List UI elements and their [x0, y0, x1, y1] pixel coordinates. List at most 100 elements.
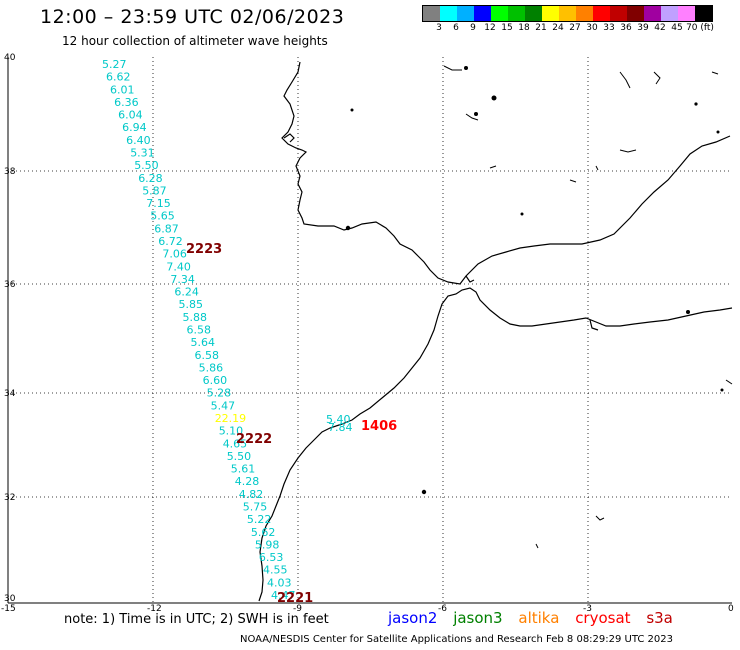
wave-height-label: 5.10: [219, 425, 244, 438]
color-scale-label: 70 (ft): [686, 23, 714, 33]
color-scale-label: 36: [620, 23, 632, 33]
wave-height-label: 6.87: [154, 222, 179, 235]
color-scale-swatch: [593, 6, 610, 21]
satellite-s3a: s3a: [646, 609, 673, 627]
color-scale-label: 6: [453, 23, 459, 33]
wave-height-label: 5.22: [247, 513, 272, 526]
color-scale-swatch: [423, 6, 440, 21]
wave-height-label: 7.15: [146, 197, 171, 210]
color-scale-label: 33: [603, 23, 615, 33]
satellite-legend: jason2 jason3 altika cryosat s3a: [388, 609, 684, 627]
pass-number-label: 2223: [186, 242, 222, 257]
color-scale-swatches: [422, 5, 713, 22]
lon-label: -9: [293, 604, 302, 614]
wave-height-label: 5.62: [251, 526, 276, 539]
color-scale-swatch: [627, 6, 644, 21]
color-scale-swatch: [474, 6, 491, 21]
pass-number-label: 2221: [277, 591, 313, 606]
islands: [345, 66, 724, 495]
color-scale-label: 18: [518, 23, 530, 33]
secondary-track: 5.40 7.84: [326, 413, 353, 434]
color-scale-swatch: [508, 6, 525, 21]
wave-height-label: 6.94: [122, 121, 147, 134]
lon-label: -15: [1, 604, 16, 614]
wave-height-label: 5.88: [183, 311, 208, 324]
wave-height-label: 6.58: [195, 349, 220, 362]
map-subtitle: 12 hour collection of altimeter wave hei…: [62, 34, 328, 48]
lat-label: 40: [4, 53, 16, 63]
wave-height-label: 6.40: [126, 134, 151, 147]
wave-height-label: 6.60: [203, 374, 228, 387]
graticule: [8, 57, 732, 603]
wave-height-label: 6.36: [114, 96, 139, 109]
color-scale-label: 42: [654, 23, 666, 33]
wave-height-label: 4.55: [263, 564, 288, 577]
color-scale-label: 3: [436, 23, 442, 33]
color-scale-label: 30: [586, 23, 598, 33]
wave-height-label: 5.98: [255, 538, 280, 551]
wave-height-label: 6.24: [174, 286, 199, 299]
color-scale-swatch: [457, 6, 474, 21]
color-scale-label: 24: [552, 23, 564, 33]
color-scale-label: 45: [671, 23, 683, 33]
wave-height-label: 5.65: [150, 210, 175, 223]
wave-height-label: 4.65: [223, 437, 248, 450]
color-scale-swatch: [576, 6, 593, 21]
color-scale-swatch: [525, 6, 542, 21]
wave-height-color-scale: 3 6 9 12 15 18 21 24 27 30 33 36 39 42 45 70 (ft): [422, 5, 714, 36]
wave-height-label: 5.27: [102, 58, 127, 71]
wave-height-label: 5.75: [243, 501, 267, 514]
satellite-jason2: jason2: [388, 609, 438, 627]
color-scale-label: 15: [501, 23, 513, 33]
map-title: 12:00 – 23:59 UTC 02/06/2023: [40, 6, 345, 28]
lon-label: -12: [147, 604, 162, 614]
wave-height-label: 5.28: [207, 387, 232, 400]
color-scale-swatch: [491, 6, 508, 21]
color-scale-labels: 3 6 9 12 15 18 21 24 27 30 33 36 39 42 45 70 (ft): [422, 22, 714, 36]
coastline: [258, 61, 733, 602]
note-text: note: 1) Time is in UTC; 2) SWH is in fe…: [64, 612, 329, 627]
wave-height-label: 6.72: [158, 235, 183, 248]
wave-height-label: 6.53: [259, 551, 284, 564]
color-scale-swatch: [559, 6, 576, 21]
color-scale-label: 12: [484, 23, 496, 33]
wave-height-label: 5.31: [130, 147, 155, 160]
wave-height-label: 7.40: [166, 260, 191, 273]
wave-height-label: 4.47: [271, 589, 296, 602]
color-scale-label: 9: [470, 23, 476, 33]
lon-label: -6: [438, 604, 447, 614]
lon-label: 0: [728, 604, 734, 614]
wave-height-label: 7.84: [328, 421, 353, 434]
wave-height-label: 5.85: [179, 298, 204, 311]
footer-credit: NOAA/NESDIS Center for Satellite Applica…: [240, 634, 673, 645]
wave-height-label: 5.50: [227, 450, 252, 463]
wave-height-label: 6.62: [106, 71, 131, 84]
wave-height-label: 5.64: [191, 336, 216, 349]
color-scale-swatch: [440, 6, 457, 21]
wave-height-label: 7.34: [170, 273, 195, 286]
lat-label: 30: [4, 594, 16, 604]
color-scale-label: 21: [535, 23, 547, 33]
pass-number-label: 1406: [361, 419, 397, 434]
pass-labels: 2223 2222 2221 1406: [186, 242, 397, 606]
lat-label: 38: [4, 167, 16, 177]
satellite-jason3: jason3: [453, 609, 503, 627]
wave-height-label: 6.01: [110, 83, 135, 96]
lat-label: 32: [4, 493, 15, 503]
wave-height-label: 5.47: [211, 399, 236, 412]
wave-height-label: 6.58: [187, 324, 212, 337]
color-scale-swatch: [542, 6, 559, 21]
wave-height-label: 22.19: [215, 412, 247, 425]
wave-height-label: 4.03: [267, 576, 292, 589]
lon-label: -3: [583, 604, 592, 614]
altimeter-track: 5.276.626.016.366.046.946.405.315.506.28…: [102, 58, 296, 602]
inland-features: [443, 65, 733, 549]
wave-height-label: 6.04: [118, 109, 143, 122]
color-scale-swatch: [695, 6, 712, 21]
wave-height-label: 4.82: [239, 488, 263, 501]
wave-height-label: 5.61: [231, 463, 256, 476]
wave-height-label: 5.50: [134, 159, 159, 172]
wave-height-label: 6.28: [138, 172, 163, 185]
lat-label: 36: [4, 280, 16, 290]
